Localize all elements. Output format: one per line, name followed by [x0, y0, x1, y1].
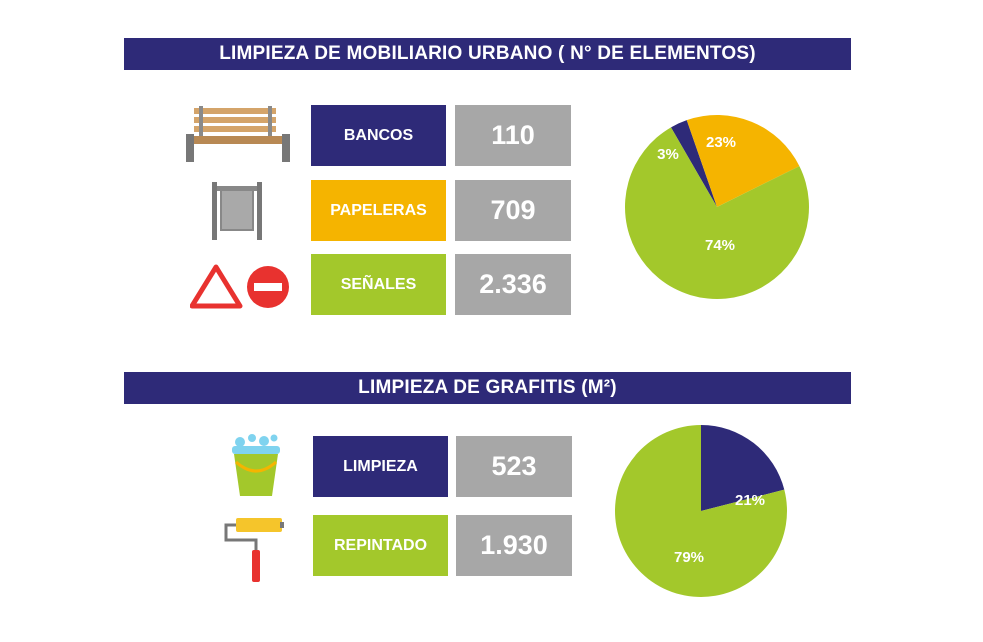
value-senales: 2.336	[455, 254, 571, 315]
section-title-grafitis: LIMPIEZA DE GRAFITIS (M²)	[124, 372, 851, 404]
pie-slice-limpieza	[701, 425, 785, 511]
label-repintado: REPINTADO	[313, 515, 448, 576]
pie-label-papeleras: 23%	[706, 134, 736, 151]
section-title-mobiliario: LIMPIEZA DE MOBILIARIO URBANO ( N° DE EL…	[124, 38, 851, 70]
traffic-signs-icon	[190, 264, 289, 309]
pie-slice-señales	[625, 127, 809, 300]
pie-label-limpieza: 21%	[735, 492, 765, 509]
paint-roller-icon	[224, 518, 284, 582]
label-papeleras: PAPELERAS	[311, 180, 446, 241]
label-limpieza: LIMPIEZA	[313, 436, 448, 497]
value-limpieza: 523	[456, 436, 572, 497]
pie-chart-mobiliario: 3% 23% 74%	[625, 115, 809, 300]
bench-icon	[186, 106, 290, 162]
bucket-icon	[232, 434, 280, 496]
trash-bin-icon	[212, 182, 262, 240]
label-senales: SEÑALES	[311, 254, 446, 315]
pie-label-repintado: 79%	[674, 549, 704, 566]
pie-slice-papeleras	[686, 115, 800, 207]
pie-chart-grafitis: 21% 79%	[615, 425, 787, 597]
value-papeleras: 709	[455, 180, 571, 241]
pie-label-señales: 74%	[705, 237, 735, 254]
value-bancos: 110	[455, 105, 571, 166]
pie-label-bancos: 3%	[657, 146, 679, 163]
label-bancos: BANCOS	[311, 105, 446, 166]
pie-slice-bancos	[671, 120, 717, 207]
value-repintado: 1.930	[456, 515, 572, 576]
pie-slice-repintado	[615, 425, 787, 597]
